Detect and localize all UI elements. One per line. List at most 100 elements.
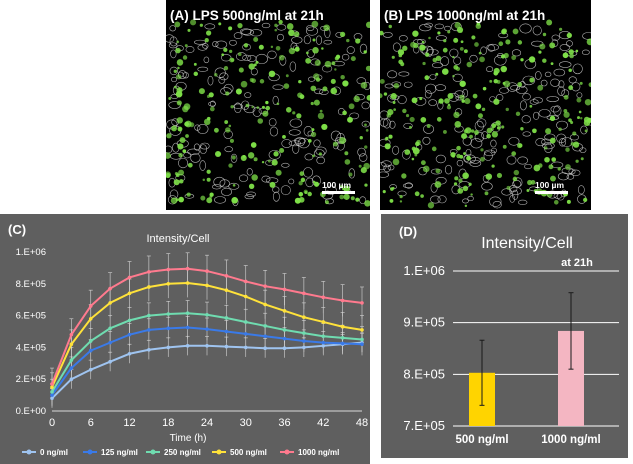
cell-outline [517, 156, 528, 165]
cell-green [479, 56, 485, 63]
cell-green [518, 143, 523, 148]
cell-green [539, 43, 546, 50]
cell-green [350, 56, 356, 62]
data-point [205, 313, 209, 317]
cell-green [364, 123, 367, 127]
cell-green [566, 199, 571, 204]
cell-green [359, 135, 363, 140]
cell-outline [313, 149, 325, 158]
data-point [69, 377, 74, 381]
cell-green [339, 137, 346, 145]
cell-green [204, 38, 209, 43]
cell-outline [213, 176, 226, 188]
data-point [205, 327, 209, 331]
cell-green [527, 179, 533, 186]
data-point [50, 396, 54, 401]
cell-outline [303, 167, 313, 178]
cell-outline [246, 191, 256, 197]
cell-green [444, 98, 450, 104]
cell-green [166, 171, 171, 178]
x-tick-label: 42 [317, 417, 329, 429]
cell-green [586, 38, 591, 46]
cell-green [490, 127, 494, 131]
data-point [302, 315, 306, 319]
cell-green [399, 200, 403, 203]
data-point [88, 348, 93, 353]
cell-green [267, 159, 271, 163]
legend-marker [26, 449, 32, 455]
cell-outline [556, 133, 567, 144]
cell-green [312, 154, 315, 158]
cell-outline [553, 105, 562, 116]
cell-outline [207, 75, 214, 86]
cell-green [298, 181, 303, 186]
cell-green [393, 83, 400, 89]
cell-green [321, 47, 324, 50]
cell-outline [429, 74, 437, 80]
cell-green [414, 191, 420, 197]
cell-green [566, 32, 572, 39]
cell-green [474, 42, 479, 47]
cell-green [313, 99, 320, 106]
cell-green [453, 64, 459, 70]
data-point [127, 275, 132, 280]
cell-green [232, 183, 236, 187]
cell-green [475, 103, 482, 110]
cell-green [339, 31, 346, 38]
data-point [224, 274, 229, 278]
cell-green [274, 28, 278, 32]
cell-green [485, 173, 493, 180]
cell-outline [550, 105, 560, 113]
cell-outline [272, 95, 279, 105]
cell-outline [392, 145, 400, 155]
cell-outline [426, 46, 433, 57]
cell-green [364, 145, 368, 149]
cell-green [458, 178, 463, 183]
cell-green [288, 29, 295, 37]
cell-green [520, 58, 524, 62]
cell-green [253, 63, 257, 67]
cell-outline [229, 39, 237, 46]
data-point [340, 341, 345, 346]
cell-green [176, 117, 183, 124]
cell-green [402, 45, 408, 51]
cell-green [447, 103, 451, 107]
cell-outline [193, 143, 200, 151]
cell-outline [281, 162, 290, 168]
data-point [302, 339, 306, 343]
cell-green [235, 88, 242, 95]
cell-green [553, 200, 559, 205]
cell-green [389, 199, 394, 203]
cell-green [486, 133, 491, 139]
cell-outline [519, 23, 532, 34]
data-point [69, 342, 74, 347]
cell-outline [361, 101, 370, 110]
cell-outline [324, 198, 334, 205]
cell-outline [397, 190, 407, 197]
cell-green [505, 107, 509, 112]
data-point [108, 286, 112, 291]
cell-green [466, 61, 473, 68]
cell-outline [233, 32, 243, 40]
cell-green [563, 108, 568, 113]
cell-green [569, 53, 574, 59]
cell-outline [512, 189, 519, 200]
cell-green [265, 105, 271, 111]
cell-green [261, 160, 265, 164]
cell-green [421, 40, 425, 44]
cell-green [380, 78, 385, 84]
cell-green [346, 38, 350, 43]
cell-green [398, 53, 403, 58]
cell-green [190, 19, 197, 26]
cell-green [358, 164, 362, 168]
cell-green [529, 77, 535, 83]
cell-green [318, 152, 322, 156]
cell-green [202, 178, 206, 182]
cell-green [427, 202, 435, 209]
cell-green [258, 44, 264, 50]
cell-green [388, 134, 393, 139]
cell-green [491, 164, 495, 168]
data-point [50, 393, 54, 397]
cell-green [299, 171, 305, 176]
cell-green [453, 182, 458, 186]
